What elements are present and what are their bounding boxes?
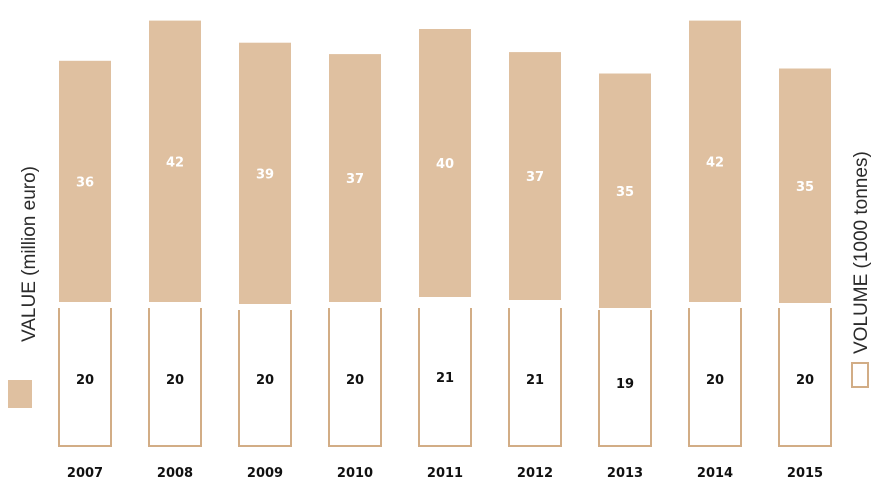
value-bar: [509, 52, 561, 300]
value-data-label: 37: [346, 172, 364, 187]
value-data-label: 36: [76, 175, 94, 190]
value-data-label: 40: [436, 157, 454, 172]
volume-data-label: 21: [526, 373, 544, 388]
volume-data-label: 20: [256, 373, 274, 388]
value-bar: [599, 73, 651, 308]
value-data-label: 39: [256, 167, 274, 182]
value-bar: [239, 42, 291, 304]
value-bar: [329, 54, 381, 302]
x-tick-label: 2014: [697, 466, 733, 480]
x-tick-label: 2010: [337, 466, 373, 480]
volume-data-label: 20: [706, 373, 724, 388]
value-bar: [689, 20, 741, 302]
volume-bar: [688, 308, 742, 447]
value-bars: 36 42 39 37 40 37 35 42 35: [59, 20, 831, 308]
year-labels: 2007 2008 2009 2010 2011 2012 2013 2014 2015: [67, 466, 823, 480]
x-tick-label: 2011: [427, 466, 463, 480]
volume-bar: [508, 308, 562, 447]
volume-bar: [778, 308, 832, 447]
volume-data-label: 19: [616, 377, 634, 392]
volume-bar: [148, 308, 202, 447]
value-data-label: 35: [616, 185, 634, 200]
value-bar: [149, 20, 201, 302]
value-bar: [419, 29, 471, 297]
volume-bar: [328, 308, 382, 447]
volume-data-label: 21: [436, 371, 454, 386]
value-bar: [59, 60, 111, 302]
volume-bars: 20 20 20 20 21 21 19 20 20: [58, 308, 832, 447]
volume-bar: [58, 308, 112, 447]
x-tick-label: 2008: [157, 466, 193, 480]
x-tick-label: 2009: [247, 466, 283, 480]
volume-bar: [598, 310, 652, 447]
x-tick-label: 2012: [517, 466, 553, 480]
x-tick-label: 2015: [787, 466, 823, 480]
x-tick-label: 2007: [67, 466, 103, 480]
volume-bar: [418, 308, 472, 447]
value-bar: [779, 68, 831, 303]
volume-data-label: 20: [346, 373, 364, 388]
value-legend-label: VALUE (million euro): [19, 166, 40, 342]
volume-data-label: 20: [796, 373, 814, 388]
volume-data-label: 20: [76, 373, 94, 388]
volume-legend-swatch: [851, 362, 869, 388]
volume-legend-label: VOLUME (1000 tonnes): [851, 151, 872, 354]
value-data-label: 42: [706, 155, 724, 170]
volume-data-label: 20: [166, 373, 184, 388]
value-data-label: 37: [526, 170, 544, 185]
value-legend-swatch: [8, 380, 32, 408]
value-data-label: 35: [796, 180, 814, 195]
volume-bar: [238, 310, 292, 447]
x-tick-label: 2013: [607, 466, 643, 480]
value-data-label: 42: [166, 155, 184, 170]
